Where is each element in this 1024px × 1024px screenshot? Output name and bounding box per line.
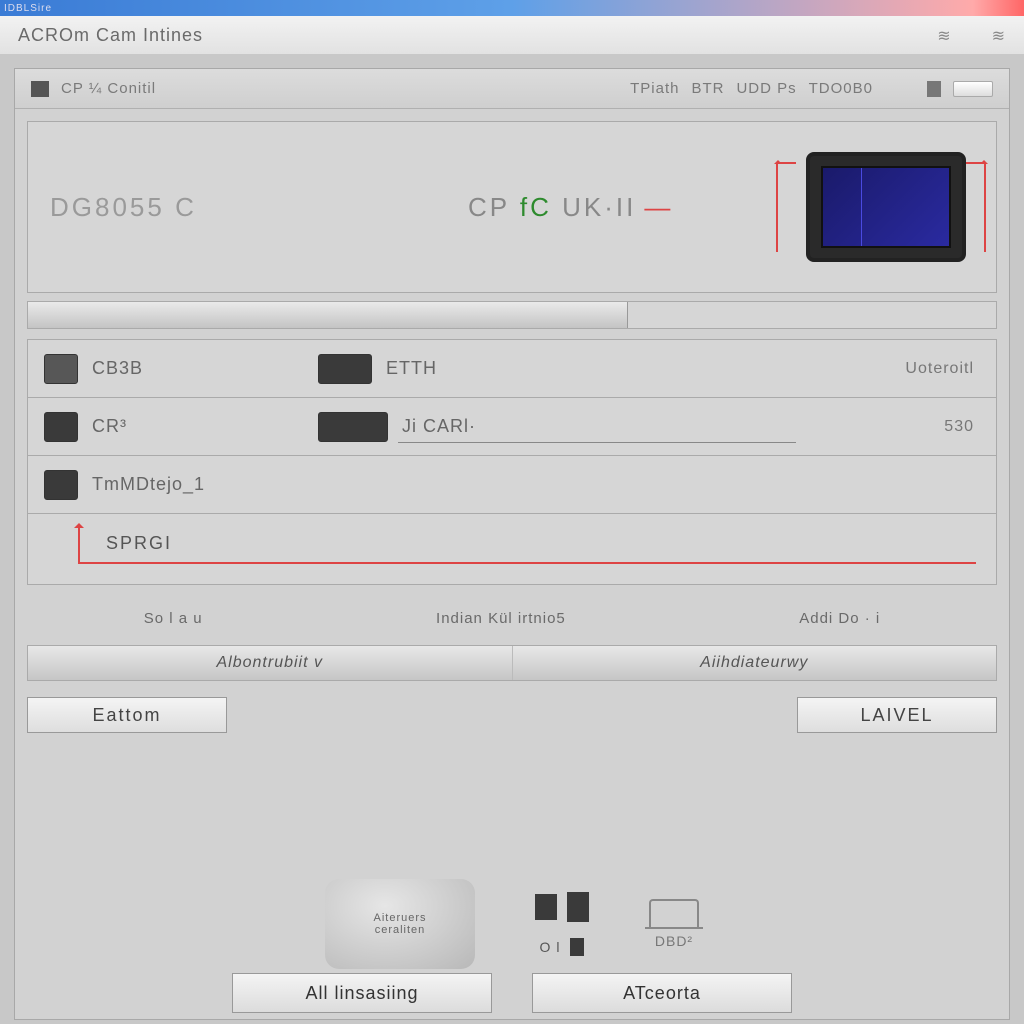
laivel-button[interactable]: LAIVEL: [797, 697, 997, 733]
list-row[interactable]: CB3B ETTH Uoteroitl: [28, 340, 996, 398]
info-a: So l a u: [144, 610, 203, 627]
button-row: Eattom LAIVEL: [27, 697, 997, 733]
row-col3: Uoteroitl: [905, 360, 974, 378]
bracket-left-icon: [776, 162, 796, 252]
bracket-right-icon: [966, 162, 986, 252]
list-row[interactable]: CR³ Ji CARl· 530: [28, 398, 996, 456]
eattom-button[interactable]: Eattom: [27, 697, 227, 733]
row-underline: [398, 442, 796, 443]
list-row[interactable]: TmMDtejo_1: [28, 456, 996, 514]
wifi-icon: [937, 25, 951, 46]
monitor-icon[interactable]: [806, 152, 966, 262]
row-icon: [318, 354, 372, 384]
mini-icons: O l: [535, 892, 589, 956]
mini-label: O l: [540, 939, 561, 955]
toolbar-item[interactable]: TPiath: [630, 80, 679, 97]
mini-item[interactable]: O l: [540, 938, 585, 956]
plug-icon: [535, 894, 557, 920]
toolbar-icon[interactable]: [31, 81, 49, 97]
chip-label-a: Aiteruers: [373, 912, 426, 924]
main-panel: CP ¼ Conitil TPiath BTR UDD Ps TDO0B0 DG…: [14, 68, 1010, 1020]
toolbar-badge: [953, 81, 993, 97]
device-list: CB3B ETTH Uoteroitl CR³ Ji CARl· 530 TmM…: [27, 339, 997, 585]
toolbar-item[interactable]: BTR: [691, 80, 724, 97]
tab-a[interactable]: Albontrubiit v: [28, 646, 513, 680]
tab-bar: Albontrubiit v Aiihdiateurwy: [27, 645, 997, 681]
dbd-group[interactable]: DBD²: [649, 899, 699, 949]
row-icon: [318, 412, 388, 442]
all-linsasiing-button[interactable]: All linsasiing: [232, 973, 492, 1013]
info-b: Indian Kül irtnio5: [436, 610, 566, 627]
chip-label-b: ceraliten: [375, 924, 426, 936]
dbd-icon: [649, 899, 699, 927]
wifi-icon: [992, 25, 1006, 46]
row-col3: 530: [944, 418, 974, 436]
graph-axis: [78, 562, 976, 564]
window-titlebar: IDBLSire: [0, 0, 1024, 16]
small-icon: [570, 938, 584, 956]
atceorta-button[interactable]: ATceorta: [532, 973, 792, 1013]
titlebar-text: IDBLSire: [4, 3, 52, 14]
row-col1: CR³: [92, 416, 127, 437]
graph-row: SPRGI: [28, 514, 996, 584]
device-name: DG8055 C: [50, 192, 197, 223]
row-col2: ETTH: [386, 358, 437, 379]
chip-icon[interactable]: Aiteruers ceraliten: [325, 879, 475, 969]
toolbar: CP ¼ Conitil TPiath BTR UDD Ps TDO0B0: [15, 69, 1009, 109]
progress-fill: [28, 302, 628, 328]
toolbar-device-icon[interactable]: [927, 81, 941, 97]
device-status: CP fC UK·II—: [468, 192, 673, 223]
toolbar-item[interactable]: TDO0B0: [809, 80, 873, 97]
row-icon: [44, 354, 78, 384]
app-title: ACROm Cam Intines: [18, 25, 203, 46]
mini-item[interactable]: [535, 892, 589, 922]
row-icon: [44, 412, 78, 442]
graph-label: SPRGI: [106, 533, 172, 554]
bottom-button-row: All linsasiing ATceorta: [27, 973, 997, 1013]
app-header: ACROm Cam Intines: [0, 16, 1024, 54]
toolbar-label: CP ¼ Conitil: [61, 80, 156, 97]
row-col1: CB3B: [92, 358, 143, 379]
tab-b[interactable]: Aiihdiateurwy: [513, 646, 997, 680]
row-icon: [44, 470, 78, 500]
dbd-label: DBD²: [655, 933, 693, 949]
arrow-up-icon: [78, 524, 80, 564]
info-c: Addi Do · i: [799, 610, 880, 627]
arrow-down-icon: [567, 892, 589, 922]
info-row: So l a u Indian Kül irtnio5 Addi Do · i: [27, 601, 997, 635]
progress-bar: [27, 301, 997, 329]
toolbar-item[interactable]: UDD Ps: [736, 80, 796, 97]
device-panel: DG8055 C CP fC UK·II—: [27, 121, 997, 293]
row-col2: Ji CARl·: [402, 416, 476, 437]
row-col1: TmMDtejo_1: [92, 474, 205, 495]
